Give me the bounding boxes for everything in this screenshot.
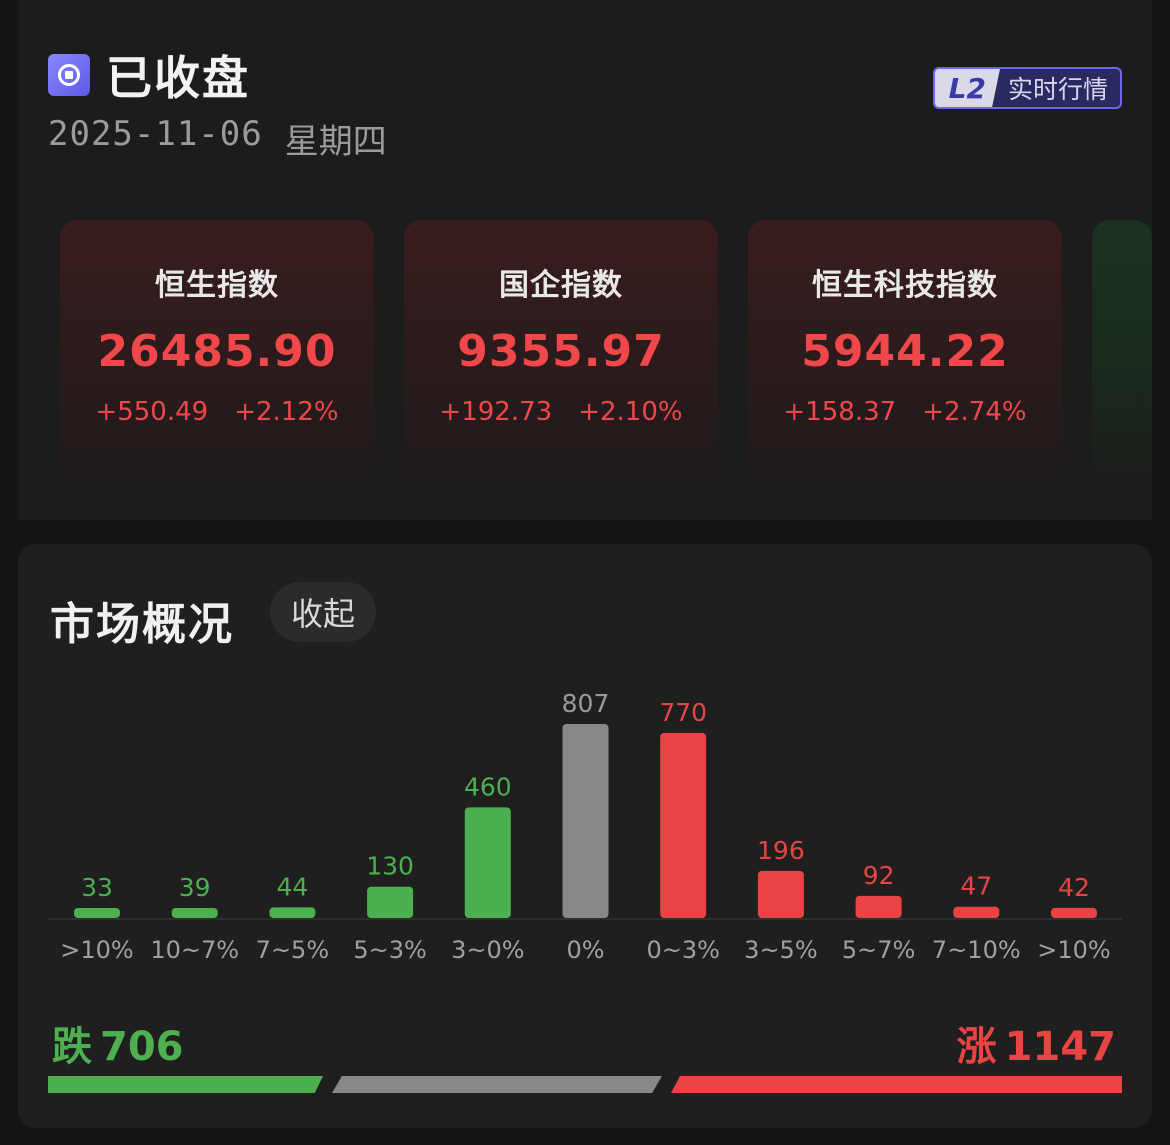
breadth-down-segment	[48, 1076, 323, 1093]
closed-status-icon	[48, 54, 90, 96]
market-overview-title: 市场概况	[50, 599, 234, 650]
breadth-up-segment	[671, 1076, 1122, 1093]
bar-value-label: 47	[960, 872, 992, 901]
l2-logo: L2	[934, 69, 1000, 107]
index-card-hscei[interactable]: 国企指数 9355.97 +192.73 +2.10%	[404, 220, 718, 482]
market-overview-panel: 市场概况 收起 33 >10% 39 10~7% 44 7~5% 130 5~3% 460 3~0…	[18, 544, 1152, 1128]
bar-5[interactable]	[562, 724, 609, 918]
bar-10[interactable]	[1051, 907, 1097, 918]
bar-value-label: 770	[659, 698, 707, 727]
price-change-distribution-chart: 33 >10% 39 10~7% 44 7~5% 130 5~3% 460 3~0% 807 0% 77…	[48, 689, 1122, 964]
index-value: 26485.90	[97, 326, 337, 377]
index-change: +158.37	[783, 397, 897, 427]
category-tick-label: 7~5%	[256, 936, 329, 964]
index-value: 9355.97	[457, 326, 665, 377]
collapse-button[interactable]: 收起	[270, 582, 376, 642]
category-tick-label: 5~3%	[353, 936, 426, 964]
advancers-label: 涨	[956, 1024, 997, 1070]
status-label: 已收盘	[106, 51, 250, 105]
index-name: 国企指数	[499, 268, 623, 303]
bar-6[interactable]	[660, 732, 707, 918]
bar-1[interactable]	[171, 908, 218, 918]
index-name: 恒生指数	[155, 268, 279, 303]
bar-value-label: 39	[179, 873, 211, 902]
bar-value-label: 44	[276, 872, 308, 901]
decliners-summary: 跌 706	[48, 1014, 188, 1072]
date-row: 2025-11-06 星期四	[48, 114, 387, 163]
bar-value-label: 33	[81, 873, 113, 902]
index-change: +192.73	[439, 397, 553, 427]
weekday: 星期四	[284, 122, 387, 162]
category-tick-label: 5~7%	[842, 936, 915, 964]
trade-date: 2025-11-06	[48, 114, 263, 154]
category-tick-label: 10~7%	[150, 936, 239, 964]
index-change-pct: +2.74%	[922, 397, 1027, 427]
category-tick-label: 3~5%	[744, 936, 817, 964]
breadth-bar	[48, 1076, 1122, 1093]
index-change: +550.49	[95, 397, 209, 427]
category-tick-label: 0%	[566, 936, 604, 964]
bar-value-label: 130	[366, 852, 414, 881]
breadth-flat-segment	[332, 1076, 662, 1093]
category-tick-label: 0~3%	[646, 936, 719, 964]
index-value: 5944.22	[801, 326, 1009, 377]
bar-value-label: 42	[1058, 873, 1090, 902]
bar-value-label: 196	[757, 836, 805, 865]
index-name: 恒生科技指数	[812, 268, 998, 303]
index-change-pct: +2.12%	[234, 397, 339, 427]
realtime-label: 实时行情	[1007, 75, 1108, 104]
index-cards: 恒生指数 26485.90 +550.49 +2.12% 国企指数 9355.9…	[60, 220, 1152, 482]
category-tick-label: >10%	[60, 936, 133, 964]
bar-0[interactable]	[74, 908, 120, 918]
category-tick-label: 3~0%	[451, 936, 524, 964]
bar-9[interactable]	[953, 906, 1000, 918]
bar-value-label: 92	[863, 861, 895, 890]
bar-value-label: 807	[562, 689, 610, 718]
index-card-hsi[interactable]: 恒生指数 26485.90 +550.49 +2.12%	[60, 220, 374, 482]
index-change-pct: +2.10%	[578, 397, 683, 427]
market-status: 已收盘	[48, 42, 250, 108]
advancers-count: 1147	[1004, 1024, 1116, 1070]
bar-value-label: 460	[464, 772, 512, 801]
bar-8[interactable]	[855, 895, 902, 918]
category-tick-label: >10%	[1037, 936, 1110, 964]
index-card-hstech[interactable]: 恒生科技指数 5944.22 +158.37 +2.74%	[748, 220, 1062, 482]
advancers-summary: 涨 1147	[953, 1014, 1120, 1072]
decliners-label: 跌	[52, 1024, 92, 1070]
decliners-count: 706	[100, 1024, 184, 1070]
top-panel: 已收盘 2025-11-06 星期四 L2 实时行情 恒生指数 26485.90…	[18, 0, 1152, 520]
bar-4[interactable]	[464, 807, 511, 918]
bar-3[interactable]	[367, 886, 414, 918]
l2-realtime-badge[interactable]: L2 实时行情	[932, 67, 1122, 109]
index-card-partial[interactable]	[1092, 220, 1152, 482]
bar-2[interactable]	[269, 907, 316, 918]
category-tick-label: 7~10%	[932, 936, 1021, 964]
bar-7[interactable]	[757, 870, 804, 918]
